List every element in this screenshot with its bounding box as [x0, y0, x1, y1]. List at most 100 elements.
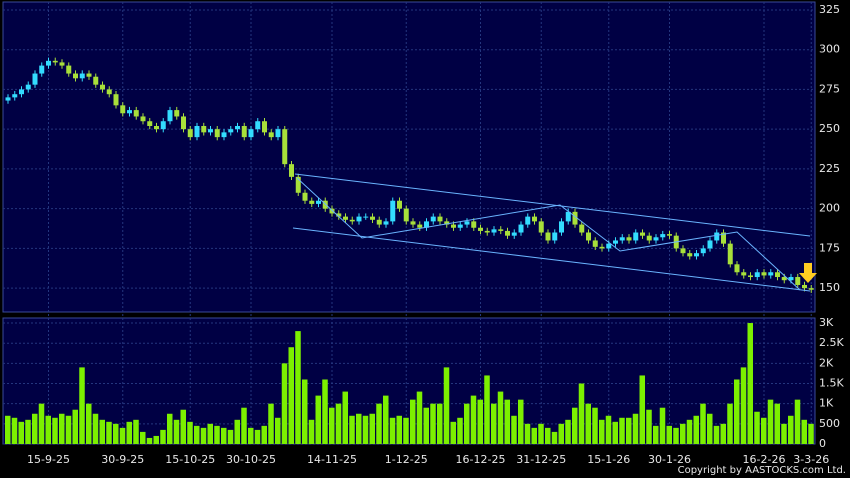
candle-body — [457, 224, 463, 228]
y-tick-label: 3K — [819, 316, 834, 329]
volume-bar — [187, 421, 193, 444]
volume-bar — [72, 409, 78, 444]
candle-body — [518, 224, 524, 233]
volume-bar — [450, 421, 456, 444]
candle-body — [579, 224, 585, 233]
candle-body — [511, 232, 517, 236]
x-tick-label: 31-12-25 — [516, 453, 566, 466]
candle-body — [316, 200, 321, 204]
volume-bar — [416, 391, 423, 444]
candle-body — [66, 65, 72, 74]
candle-body — [140, 116, 146, 122]
volume-bar — [788, 415, 794, 444]
candle-body — [363, 216, 369, 218]
volume-bar — [200, 427, 207, 444]
price-panel — [2, 1, 816, 313]
candle-body — [552, 232, 558, 241]
volume-bar — [605, 415, 612, 444]
volume-bar — [632, 413, 639, 444]
candle-body — [599, 246, 605, 249]
trend-lines — [292, 173, 811, 292]
volume-bar — [396, 415, 402, 444]
candle-body — [538, 221, 544, 233]
volume-bar — [639, 375, 645, 444]
x-tick-label: 15-9-25 — [27, 453, 70, 466]
candle-body — [781, 277, 787, 281]
x-tick-label: 16-12-25 — [456, 453, 506, 466]
candle-body — [788, 277, 794, 281]
candle-body — [565, 211, 571, 222]
volume-bar — [302, 379, 308, 444]
volume-bar — [146, 437, 153, 444]
volume-bar — [86, 403, 92, 444]
volume-bar — [538, 423, 544, 444]
candle-body — [214, 129, 220, 138]
x-tick-label: 16-2-26 — [743, 453, 786, 466]
volume-bar — [59, 413, 65, 444]
candle-body — [626, 237, 632, 241]
volume-bar — [727, 403, 733, 444]
candle-body — [484, 230, 490, 233]
volume-bar — [740, 367, 747, 444]
candle-body — [208, 129, 213, 133]
candle-body — [336, 213, 342, 217]
candle-body — [410, 221, 416, 225]
candle-body — [262, 121, 267, 133]
candle-body — [228, 129, 234, 133]
volume-bar — [747, 323, 753, 444]
candle-body — [127, 110, 132, 114]
candle-body — [12, 94, 18, 98]
candle-body — [275, 129, 281, 138]
candle-body — [93, 76, 99, 85]
volume-bar — [497, 391, 504, 444]
candle-body — [309, 200, 315, 204]
plot: 150 175 200 225 250 275 300 325 15-9-25 30-9-25 15… — [3, 2, 844, 466]
candle-body — [721, 232, 726, 244]
volume-bar — [92, 413, 99, 444]
volume-bar — [180, 409, 186, 444]
candle-body — [606, 243, 612, 249]
volume-bar — [79, 367, 85, 444]
volume-bar — [774, 403, 780, 444]
candle-body — [181, 116, 186, 130]
candle-body — [356, 216, 362, 222]
candle-body — [592, 240, 598, 247]
arrow-marker — [799, 263, 817, 283]
volume-bar — [686, 419, 693, 444]
volume-bar — [511, 415, 517, 444]
volume-bar — [214, 425, 220, 444]
volume-bar — [619, 417, 625, 444]
volume-bar — [572, 407, 578, 444]
volume-bar — [578, 383, 585, 444]
candle-body — [775, 272, 780, 278]
candle-body — [417, 224, 423, 228]
candle-body — [295, 176, 301, 193]
volume-bar — [45, 415, 51, 444]
candle-body — [687, 253, 693, 257]
zigzag — [296, 177, 801, 291]
candle-body — [403, 208, 409, 222]
volume-bar — [558, 423, 564, 444]
volume-bar — [315, 395, 321, 444]
volume-bar — [248, 427, 254, 444]
volume-bar — [133, 419, 139, 444]
volume-bar — [52, 417, 58, 444]
volume-bar — [25, 419, 31, 444]
candle-body — [46, 60, 51, 66]
y-tick-label: 1.5K — [819, 377, 844, 390]
candle-body — [147, 121, 153, 126]
volume-bar — [781, 423, 787, 444]
candle-body — [741, 272, 747, 276]
volume-bar — [504, 399, 510, 444]
candle-body — [39, 65, 45, 74]
candle-body — [754, 272, 760, 278]
volume-bar — [599, 419, 605, 444]
candle-body — [106, 89, 112, 95]
volume-bar — [288, 347, 294, 444]
channel-top — [294, 173, 811, 237]
candle-body — [383, 221, 389, 225]
y-tick-label: 1K — [819, 397, 834, 410]
volume-bar — [565, 419, 571, 444]
candle-body — [802, 284, 807, 289]
candle-body — [660, 234, 666, 238]
